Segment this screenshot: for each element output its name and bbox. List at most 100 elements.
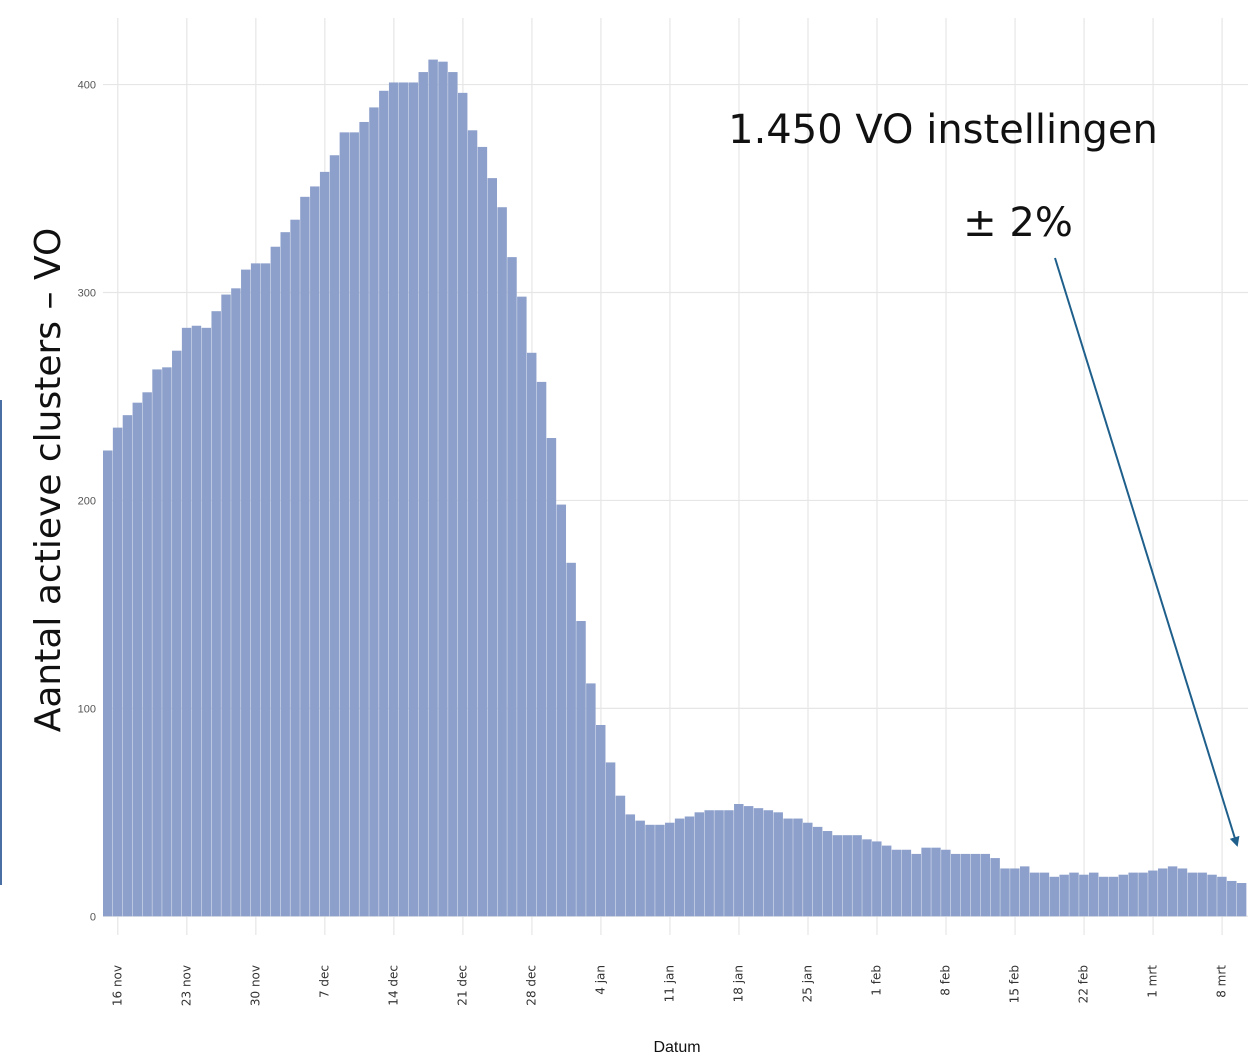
x-tick-label: 21 dec — [455, 965, 469, 1006]
bar — [349, 132, 359, 917]
bar — [842, 835, 852, 917]
bar — [103, 450, 113, 917]
bar — [566, 562, 576, 917]
bar — [586, 683, 596, 917]
y-tick-label: 100 — [78, 703, 96, 715]
bar — [241, 269, 251, 917]
bars — [103, 59, 1247, 917]
bar — [457, 92, 468, 917]
bar — [862, 839, 872, 917]
bar — [191, 325, 202, 917]
bar — [359, 121, 369, 917]
bar — [1177, 868, 1188, 917]
bar — [970, 853, 981, 917]
bar — [753, 808, 764, 917]
bar — [655, 824, 665, 917]
bar — [379, 90, 389, 917]
bar — [1227, 880, 1237, 917]
bar — [596, 724, 606, 917]
bar — [1019, 866, 1030, 917]
annotation: 1.450 VO instellingen — [728, 107, 1158, 153]
bar — [300, 196, 310, 917]
bar — [487, 178, 497, 917]
x-tick-label: 28 dec — [524, 965, 538, 1006]
bar — [142, 392, 152, 917]
bar — [1207, 874, 1217, 917]
bar — [270, 246, 281, 917]
y-tick-label: 400 — [78, 80, 96, 92]
bar — [1217, 876, 1227, 917]
x-tick-label: 14 dec — [386, 965, 400, 1006]
bar — [536, 381, 547, 917]
bar — [665, 822, 675, 917]
bar — [684, 816, 695, 917]
bar — [467, 130, 478, 917]
y-tick-label: 0 — [90, 911, 96, 923]
bar — [1079, 874, 1089, 917]
y-tick-label: 300 — [78, 287, 96, 299]
bar — [832, 835, 843, 917]
bar — [941, 849, 951, 917]
bar — [891, 849, 902, 917]
x-tick-label: 7 dec — [317, 965, 331, 998]
bar — [132, 402, 143, 917]
bar — [734, 804, 744, 917]
x-tick-label: 18 jan — [731, 965, 745, 1002]
bar — [852, 835, 862, 917]
bar — [260, 263, 271, 917]
bar — [1158, 868, 1168, 917]
x-tick-label: 23 nov — [179, 965, 193, 1006]
bar — [172, 350, 182, 917]
annotation: ± 2% — [963, 200, 1073, 246]
x-tick-label: 1 mrt — [1146, 965, 1160, 998]
bar — [1098, 876, 1109, 917]
bar — [625, 814, 636, 917]
bar — [576, 621, 586, 917]
bar — [448, 72, 458, 917]
bar — [812, 826, 823, 917]
bar — [526, 352, 537, 917]
bar — [329, 155, 340, 917]
bar — [497, 207, 507, 917]
x-tick-label: 22 feb — [1077, 965, 1091, 1003]
bar — [339, 132, 350, 917]
y-axis-label: Aantal actieve clusters – VO — [28, 228, 69, 733]
bar — [960, 853, 971, 917]
bar — [122, 415, 133, 917]
bar — [369, 107, 379, 917]
bar — [1236, 883, 1247, 917]
bar — [1118, 874, 1129, 917]
bar — [231, 288, 241, 917]
bar — [438, 61, 448, 917]
x-tick-label: 15 feb — [1008, 965, 1022, 1003]
bar — [546, 438, 557, 917]
bar — [319, 171, 330, 917]
bar — [1148, 870, 1158, 917]
bar — [310, 186, 320, 917]
bar — [1187, 872, 1198, 917]
bar — [181, 327, 192, 917]
bar — [507, 257, 517, 917]
bar — [112, 427, 123, 917]
bar — [477, 146, 488, 917]
bar — [290, 219, 300, 917]
bar — [1029, 872, 1040, 917]
bar — [211, 311, 221, 917]
bar — [1059, 874, 1069, 917]
x-tick-label: 8 mrt — [1215, 965, 1229, 998]
x-tick-label: 8 feb — [939, 965, 953, 996]
bar — [694, 812, 705, 917]
bar — [517, 296, 527, 917]
bar — [388, 82, 399, 917]
bar — [793, 818, 803, 917]
bar — [901, 849, 912, 917]
bar — [428, 59, 438, 917]
bar — [556, 504, 567, 917]
bar — [1197, 872, 1207, 917]
bar — [1039, 872, 1050, 917]
bar — [783, 818, 793, 917]
x-axis-label: Datum — [653, 1039, 700, 1056]
bar — [773, 812, 783, 917]
bar — [674, 818, 685, 917]
